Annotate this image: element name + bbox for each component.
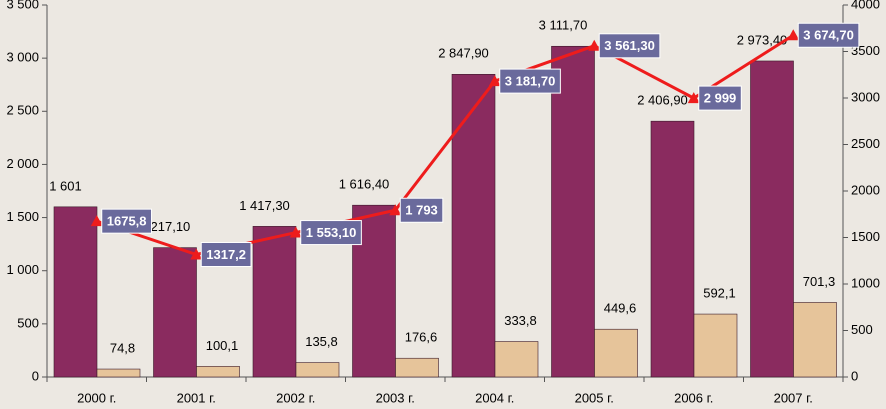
x-tick-label: 2001 г. bbox=[177, 390, 216, 405]
bar bbox=[451, 74, 496, 378]
data-label: 135,8 bbox=[305, 334, 338, 349]
y-tick-label: 3 000 bbox=[6, 50, 39, 65]
data-label: 592,1 bbox=[703, 286, 736, 301]
data-label-box bbox=[101, 208, 153, 234]
bar bbox=[295, 362, 340, 378]
bar bbox=[551, 45, 595, 378]
y2-tick-label: 4000 bbox=[851, 0, 880, 11]
data-label: 1317,2 bbox=[206, 247, 246, 262]
data-label: 1 553,10 bbox=[306, 225, 357, 240]
y2-tick-label: 0 bbox=[851, 368, 858, 383]
data-label: 3 111,70 bbox=[539, 18, 588, 33]
x-tick-label: 2000 г. bbox=[77, 390, 116, 405]
data-label-box bbox=[598, 33, 661, 59]
y-tick-label: 1 500 bbox=[6, 209, 39, 224]
y-tick-label: 2 000 bbox=[6, 156, 39, 171]
x-tick-label: 2004 г. bbox=[475, 390, 514, 405]
bar bbox=[153, 247, 197, 378]
y2-tick-label: 2000 bbox=[851, 182, 880, 197]
bar bbox=[693, 313, 738, 378]
marker bbox=[787, 29, 800, 41]
y-tick-label: 500 bbox=[17, 315, 39, 330]
bar bbox=[594, 328, 638, 378]
bar bbox=[494, 341, 539, 378]
marker bbox=[289, 226, 302, 238]
data-label: 3 561,30 bbox=[604, 38, 655, 53]
bar bbox=[793, 302, 837, 378]
data-label: 333,8 bbox=[504, 313, 537, 328]
data-label-box bbox=[399, 197, 444, 223]
data-label: 1675,8 bbox=[107, 214, 147, 229]
data-label-box bbox=[499, 68, 561, 94]
data-label: 3 674,70 bbox=[803, 28, 854, 43]
x-tick-label: 2006 г. bbox=[674, 390, 713, 405]
data-label: 701,3 bbox=[803, 274, 836, 289]
y2-tick-label: 1500 bbox=[851, 229, 880, 244]
bar bbox=[53, 206, 98, 378]
y2-tick-label: 3000 bbox=[851, 89, 880, 104]
bar bbox=[750, 60, 794, 378]
data-label: 2 847,90 bbox=[438, 46, 489, 61]
data-label: 74,8 bbox=[110, 340, 135, 355]
data-label: 1 793 bbox=[405, 203, 438, 218]
bar bbox=[196, 366, 240, 378]
data-label: 1 417,30 bbox=[239, 198, 290, 213]
data-label: 1 217,10 bbox=[140, 219, 191, 234]
x-tick-label: 2007 г. bbox=[774, 390, 813, 405]
bar bbox=[252, 226, 297, 378]
y2-tick-label: 2500 bbox=[851, 136, 880, 151]
data-label: 100,1 bbox=[206, 338, 239, 353]
bar bbox=[96, 368, 141, 378]
marker bbox=[588, 39, 601, 51]
y-tick-label: 2 500 bbox=[6, 103, 39, 118]
bar bbox=[395, 357, 439, 378]
data-label-box bbox=[698, 85, 742, 111]
data-label: 3 181,70 bbox=[505, 74, 556, 89]
data-label-box bbox=[200, 242, 252, 268]
data-label: 1 601 bbox=[49, 178, 82, 193]
data-label: 2 973,40 bbox=[737, 32, 788, 47]
marker bbox=[389, 204, 402, 216]
marker bbox=[90, 215, 103, 227]
y-tick-label: 0 bbox=[32, 368, 39, 383]
y-tick-label: 3 500 bbox=[6, 0, 39, 11]
marker bbox=[488, 75, 501, 87]
x-tick-label: 2002 г. bbox=[276, 390, 315, 405]
data-label-box bbox=[797, 22, 860, 48]
data-label: 176,6 bbox=[405, 330, 438, 345]
bar bbox=[650, 120, 695, 378]
y2-tick-label: 500 bbox=[851, 322, 873, 337]
data-label: 2 406,90 bbox=[637, 93, 688, 108]
y-tick-label: 1 000 bbox=[6, 262, 39, 277]
data-label: 449,6 bbox=[604, 301, 637, 316]
x-tick-label: 2005 г. bbox=[575, 390, 614, 405]
y2-tick-label: 1000 bbox=[851, 275, 880, 290]
x-tick-label: 2003 г. bbox=[376, 390, 415, 405]
marker bbox=[190, 248, 203, 260]
data-label-box bbox=[300, 220, 362, 246]
marker bbox=[687, 92, 700, 104]
data-label: 1 616,40 bbox=[339, 177, 390, 192]
data-label: 2 999 bbox=[704, 91, 737, 106]
